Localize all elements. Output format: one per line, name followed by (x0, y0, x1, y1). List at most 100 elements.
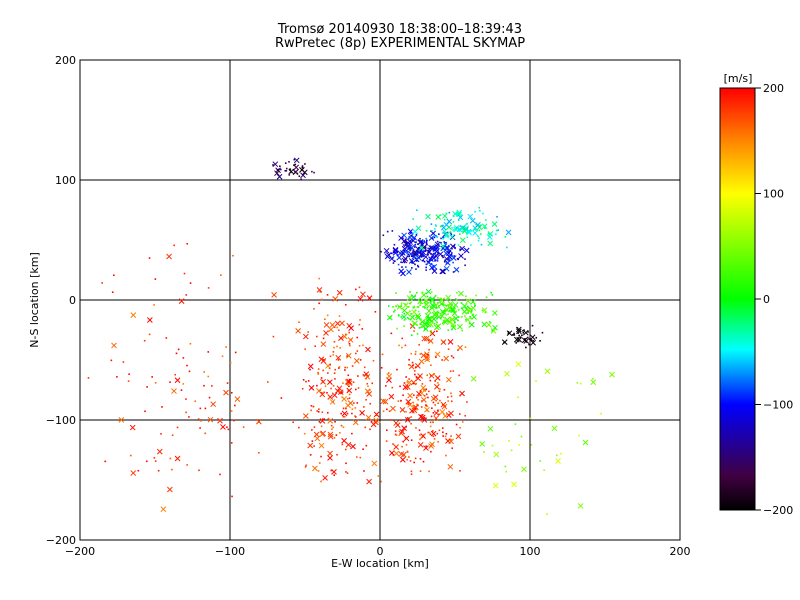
x-marker (334, 388, 341, 394)
dot-marker (335, 434, 338, 436)
dot-marker (436, 432, 439, 435)
dot-marker (413, 305, 416, 308)
dot-marker (317, 470, 320, 472)
dot-marker (391, 230, 394, 232)
dot-marker (346, 355, 348, 357)
dot-marker (525, 346, 527, 349)
dot-marker (101, 282, 103, 284)
dot-marker (433, 247, 435, 250)
x-marker (459, 390, 465, 397)
dot-marker (359, 359, 362, 361)
dot-marker (322, 358, 325, 361)
plot-frame (79, 59, 681, 541)
dot-marker (348, 378, 351, 381)
x-marker (465, 298, 471, 304)
dot-marker (514, 423, 517, 425)
dot-marker (425, 241, 428, 244)
x-marker (434, 383, 440, 390)
dot-marker (354, 388, 357, 391)
dot-marker (433, 301, 435, 304)
dot-marker (429, 259, 431, 261)
dot-marker (531, 324, 534, 327)
dot-marker (600, 412, 602, 415)
x-marker (322, 475, 328, 481)
dot-marker (380, 480, 382, 483)
dot-marker (497, 229, 500, 231)
dot-marker (439, 399, 441, 402)
dot-marker (346, 398, 349, 400)
x-marker (331, 469, 337, 475)
dot-marker (425, 388, 428, 391)
dot-marker (348, 397, 351, 399)
x-marker (443, 355, 450, 362)
x-marker (443, 232, 450, 239)
dot-marker (405, 426, 407, 428)
dot-marker (440, 299, 443, 302)
x-marker (423, 298, 429, 304)
dot-marker (452, 215, 455, 217)
x-marker (348, 325, 354, 332)
dot-marker (518, 334, 520, 337)
dot-marker (358, 323, 361, 326)
x-marker (350, 443, 356, 450)
dot-marker (433, 236, 436, 239)
y-tick-label: 200 (55, 54, 76, 67)
x-marker (319, 391, 326, 398)
dot-marker (436, 330, 438, 333)
dot-marker (317, 373, 320, 375)
dot-marker (188, 416, 190, 418)
x-marker (174, 455, 181, 462)
x-marker (400, 451, 407, 458)
dot-marker (317, 371, 319, 374)
dot-marker (449, 231, 452, 233)
dot-marker (326, 294, 329, 296)
dot-marker (591, 378, 594, 380)
dot-marker (445, 433, 448, 435)
dot-marker (430, 291, 433, 293)
dot-marker (414, 408, 417, 410)
dot-marker (522, 329, 524, 332)
dot-marker (401, 337, 404, 340)
dot-marker (311, 440, 314, 442)
dot-marker (413, 246, 416, 248)
dot-marker (346, 412, 349, 415)
dot-marker (333, 437, 336, 439)
dot-marker (398, 344, 400, 347)
dot-marker (357, 375, 359, 377)
x-marker (329, 399, 336, 405)
dot-marker (280, 168, 282, 171)
dot-marker (504, 236, 507, 238)
dot-marker (403, 382, 406, 384)
dot-marker (447, 258, 450, 260)
dot-marker (188, 370, 191, 373)
dot-marker (333, 346, 335, 349)
dot-marker (443, 241, 445, 243)
x-marker (410, 379, 417, 386)
x-marker (130, 312, 137, 318)
dot-marker (342, 426, 345, 429)
x-marker (423, 326, 429, 332)
dot-marker (302, 379, 305, 381)
x-marker (389, 450, 395, 456)
dot-marker (393, 243, 396, 246)
dot-marker (416, 264, 419, 267)
dot-marker (189, 282, 192, 284)
x-marker (403, 435, 410, 442)
dot-marker (411, 320, 414, 323)
x-marker (423, 445, 429, 451)
x-marker (129, 424, 136, 431)
dot-marker (412, 218, 415, 220)
dot-marker (407, 237, 410, 240)
x-marker (220, 424, 226, 430)
dot-marker (351, 432, 353, 435)
x-marker (418, 245, 425, 251)
dot-marker (430, 332, 432, 335)
dot-marker (382, 234, 385, 237)
dot-marker (454, 304, 456, 307)
dot-marker (361, 328, 364, 330)
dot-marker (343, 415, 346, 418)
dot-marker (313, 171, 315, 174)
dot-marker (521, 334, 523, 337)
dot-marker (322, 369, 324, 372)
x-marker (421, 417, 428, 423)
